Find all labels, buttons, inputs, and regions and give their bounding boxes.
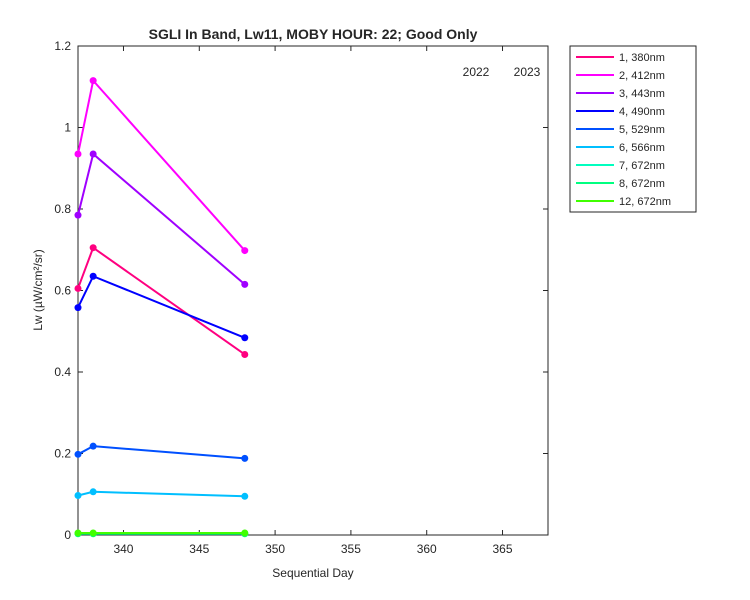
series-3 [74, 150, 249, 288]
legend-item: 3, 443nm [576, 88, 665, 100]
legend-label: 4, 490nm [619, 106, 665, 118]
legend-item: 7, 672nm [576, 160, 665, 172]
data-point [241, 280, 249, 288]
series-1 [74, 244, 249, 358]
legend: 1, 380nm 2, 412nm 3, 443nm 4, 490nm 5, 529nm… [569, 45, 697, 213]
data-point [89, 272, 97, 280]
series-2 [74, 77, 249, 255]
legend-item: 1, 380nm [576, 52, 665, 64]
y-tick-label: 0.2 [54, 447, 71, 461]
y-tick-label: 0.6 [54, 284, 71, 298]
series-6 [74, 488, 249, 500]
data-point [89, 77, 97, 85]
x-tick-label: 355 [341, 542, 361, 556]
x-tick-label: 350 [265, 542, 285, 556]
y-tick-label: 0.8 [54, 202, 71, 216]
data-point [241, 247, 249, 255]
data-point [89, 442, 97, 450]
y-axis-label: Lw (µW/cm²/sr) [31, 249, 45, 331]
legend-label: 6, 566nm [619, 142, 665, 154]
data-point [241, 454, 249, 462]
x-axis-label: Sequential Day [272, 566, 353, 580]
legend-label: 2, 412nm [619, 70, 665, 82]
y-tick-label: 1 [64, 121, 71, 135]
data-point [89, 488, 97, 496]
y-tick-label: 0.4 [54, 365, 71, 379]
data-point [241, 350, 249, 358]
series-4 [74, 272, 249, 342]
x-tick-label: 365 [493, 542, 513, 556]
legend-item: 6, 566nm [576, 142, 665, 154]
data-point [74, 150, 82, 158]
data-point [74, 211, 82, 219]
data-point [89, 150, 97, 158]
data-point [74, 529, 82, 537]
chart-title: SGLI In Band, Lw11, MOBY HOUR: 22; Good … [149, 26, 478, 42]
x-tick-label: 360 [417, 542, 437, 556]
legend-label: 8, 672nm [619, 178, 665, 190]
x-axis: 340 345 350 355 360 365 [113, 46, 513, 556]
series-layer [74, 77, 249, 538]
plot-frame [77, 45, 549, 536]
y-tick-label: 1.2 [54, 39, 71, 53]
year-label-2022: 2022 [463, 65, 490, 79]
series-5 [74, 442, 249, 462]
legend-item: 8, 672nm [576, 178, 665, 190]
legend-label: 5, 529nm [619, 124, 665, 136]
legend-label: 12, 672nm [619, 196, 671, 208]
series-9 [74, 529, 249, 537]
legend-item: 12, 672nm [576, 196, 671, 208]
legend-label: 3, 443nm [619, 88, 665, 100]
legend-item: 2, 412nm [576, 70, 665, 82]
data-point [241, 529, 249, 537]
x-tick-label: 340 [113, 542, 133, 556]
x-tick-label: 345 [189, 542, 209, 556]
data-point [89, 244, 97, 252]
y-tick-label: 0 [64, 528, 71, 542]
year-label-2023: 2023 [514, 65, 541, 79]
data-point [241, 334, 249, 342]
data-point [241, 492, 249, 500]
legend-item: 5, 529nm [576, 124, 665, 136]
legend-label: 1, 380nm [619, 52, 665, 64]
legend-item: 4, 490nm [576, 106, 665, 118]
plot-area [77, 45, 549, 536]
data-point [74, 284, 82, 292]
y-axis: 0 0.2 0.4 0.6 0.8 1 1.2 [54, 39, 548, 542]
legend-label: 7, 672nm [619, 160, 665, 172]
data-point [74, 491, 82, 499]
data-point [74, 450, 82, 458]
data-point [74, 304, 82, 312]
data-point [89, 529, 97, 537]
